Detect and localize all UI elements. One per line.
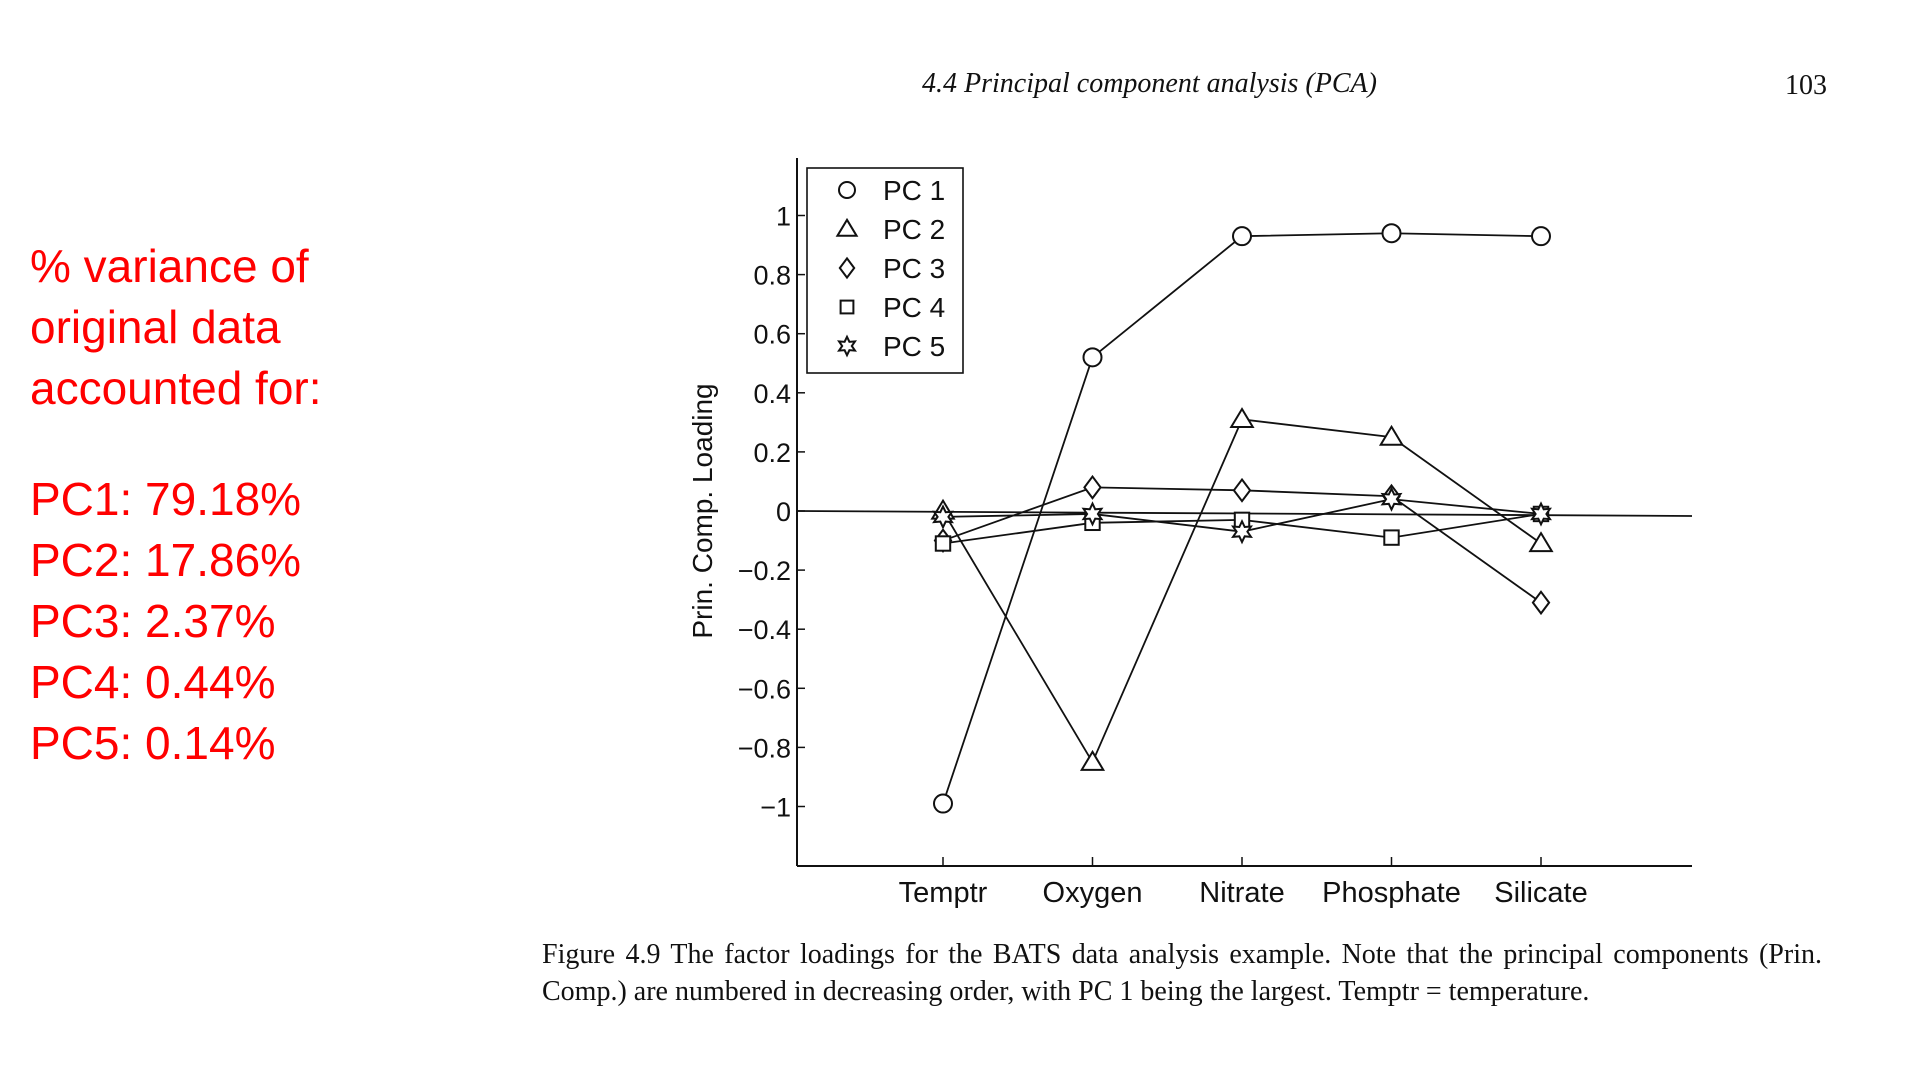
data-point-pc3 xyxy=(1531,590,1551,616)
y-tick-label: 0 xyxy=(776,497,791,527)
data-point-pc4 xyxy=(1383,529,1400,546)
legend-marker-pc3 xyxy=(838,256,856,280)
y-tick-label: 0.2 xyxy=(753,438,791,468)
legend-label-pc2: PC 2 xyxy=(883,214,945,245)
variance-pc3: PC3: 2.37% xyxy=(30,595,276,647)
legend-marker-pc2 xyxy=(835,217,859,237)
data-point-pc3 xyxy=(1083,474,1102,500)
legend-label-pc3: PC 3 xyxy=(883,253,945,284)
y-tick-label: −1 xyxy=(760,793,791,823)
series-line-pc2 xyxy=(942,418,1542,765)
legend-box xyxy=(806,167,964,374)
annotation-heading-line: accounted for: xyxy=(30,362,322,414)
variance-annotation: % variance of original data accounted fo… xyxy=(30,236,450,774)
data-point-pc5 xyxy=(932,504,954,530)
y-tick-label: −0.6 xyxy=(738,674,791,704)
running-title: 4.4 Principal component analysis (PCA) xyxy=(922,68,1377,99)
y-tick-label: −0.8 xyxy=(738,733,791,763)
legend-marker-pc4 xyxy=(839,299,855,315)
figure-caption: Figure 4.9 The factor loadings for the B… xyxy=(542,939,1822,1007)
data-point-pc5 xyxy=(1231,519,1253,545)
data-point-pc5 xyxy=(1530,501,1552,527)
data-point-pc1 xyxy=(1381,223,1402,244)
data-point-pc2 xyxy=(1229,407,1255,429)
y-tick-label: 0.6 xyxy=(753,320,791,350)
variance-pc5: PC5: 0.14% xyxy=(30,717,276,769)
annotation-heading-line: original data xyxy=(30,301,281,353)
data-point-pc3 xyxy=(1232,477,1252,503)
data-point-pc2 xyxy=(1528,531,1554,553)
data-point-pc1 xyxy=(933,793,953,814)
variance-pc1: PC1: 79.18% xyxy=(30,473,302,525)
data-point-pc1 xyxy=(1531,226,1551,247)
data-point-pc2 xyxy=(1079,749,1106,771)
y-tick-label: 0.4 xyxy=(753,379,791,409)
y-axis-label: Prin. Comp. Loading xyxy=(687,383,718,638)
data-point-pc5 xyxy=(1081,501,1104,527)
y-tick-label: −0.2 xyxy=(738,556,791,586)
x-tick-label: Temptr xyxy=(899,877,988,909)
legend-marker-pc1 xyxy=(838,181,856,199)
annotation-heading-line: % variance of xyxy=(30,240,309,292)
x-tick-label: Silicate xyxy=(1494,877,1588,909)
data-point-pc2 xyxy=(1378,424,1405,446)
x-tick-label: Nitrate xyxy=(1199,877,1284,909)
x-tick-label: Oxygen xyxy=(1043,877,1143,909)
x-tick-label: Phosphate xyxy=(1322,877,1461,909)
variance-pc2: PC2: 17.86% xyxy=(30,534,302,586)
data-point-pc5 xyxy=(1380,486,1403,512)
page-number: 103 xyxy=(1785,70,1827,101)
data-point-pc4 xyxy=(934,535,952,552)
variance-pc4: PC4: 0.44% xyxy=(30,656,276,708)
y-tick-label: 0.8 xyxy=(753,261,791,291)
y-tick-label: 1 xyxy=(776,202,791,232)
data-point-pc1 xyxy=(1232,226,1252,247)
legend-label-pc4: PC 4 xyxy=(883,292,945,323)
legend-label-pc1: PC 1 xyxy=(883,175,945,206)
y-tick-label: −0.4 xyxy=(738,615,791,645)
legend-marker-pc5 xyxy=(837,334,857,358)
legend-label-pc5: PC 5 xyxy=(883,331,945,362)
data-point-pc1 xyxy=(1082,347,1103,368)
